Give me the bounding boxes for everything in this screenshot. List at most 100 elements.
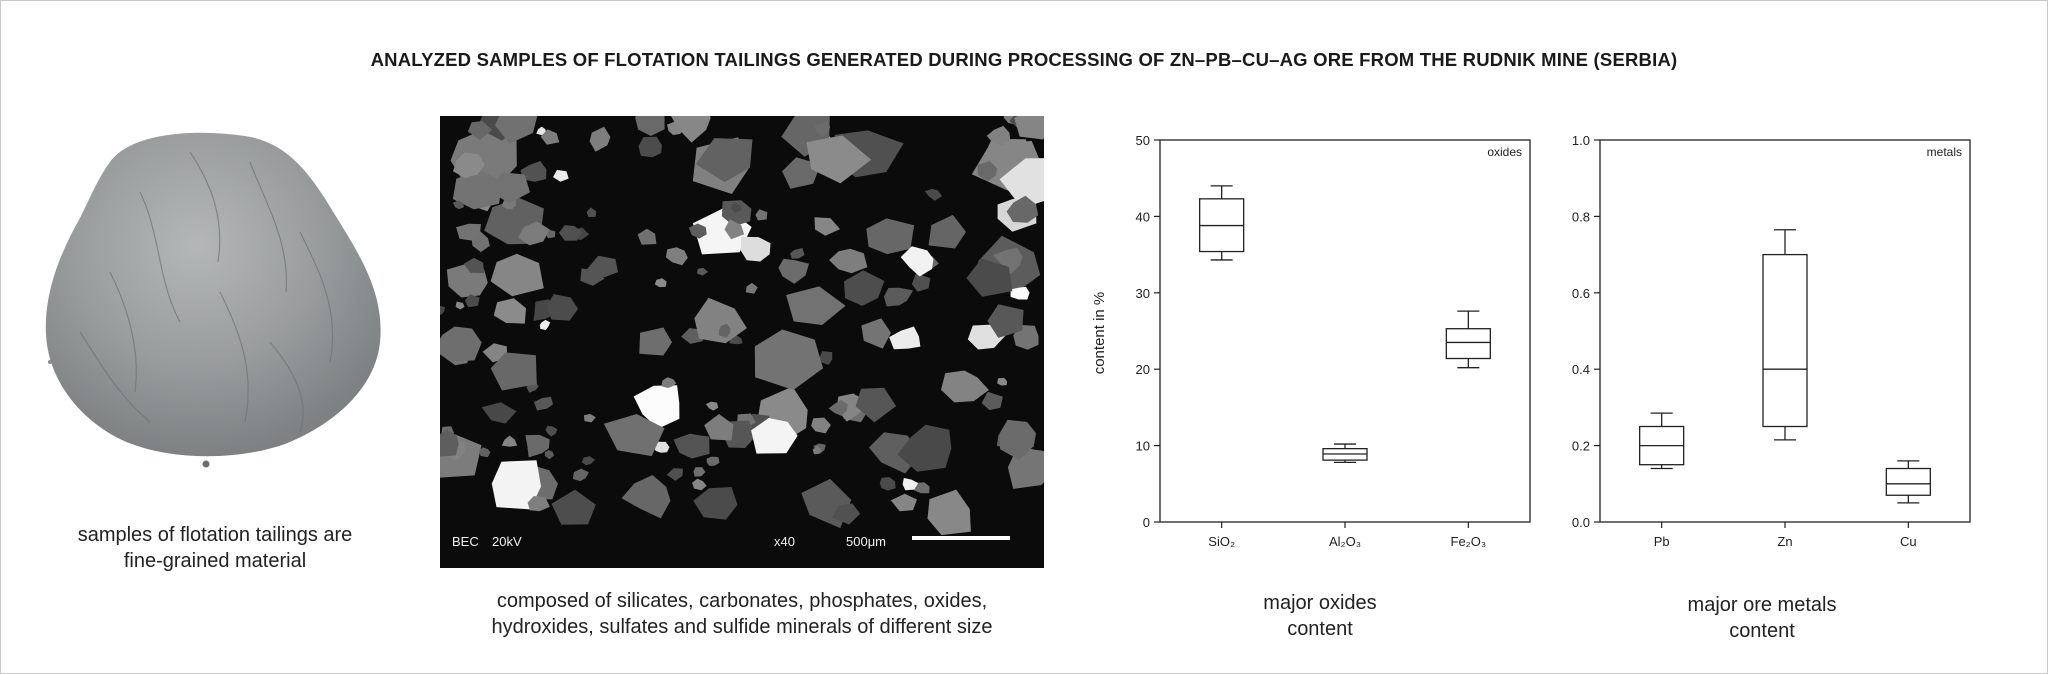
mineral-grain: [924, 188, 943, 201]
mineral-grain: [902, 478, 919, 491]
mineral-grain: [493, 298, 526, 324]
mineral-grain: [453, 152, 485, 179]
oxides-corner-label: oxides: [1487, 145, 1522, 159]
metals-ytick-label: 1.0: [1572, 133, 1590, 148]
mineral-grain: [520, 161, 547, 182]
mineral-grain: [670, 116, 711, 143]
metals-ytick-label: 0.8: [1572, 209, 1590, 224]
mineral-grain: [706, 456, 720, 466]
mineral-grain: [927, 489, 971, 536]
mineral-grain: [440, 305, 445, 315]
mineral-grain: [621, 475, 671, 519]
mineral-grain: [638, 136, 662, 158]
mineral-grain: [693, 487, 738, 520]
mineral-grain: [544, 450, 554, 460]
mineral-grain: [811, 417, 831, 434]
metals-ytick-label: 0.6: [1572, 286, 1590, 301]
mineral-grain: [814, 121, 831, 137]
oxides-caption: major oxides content: [1263, 592, 1377, 640]
mineral-grain: [666, 468, 683, 481]
mineral-grain: [829, 248, 868, 274]
mineral-grain: [635, 116, 665, 136]
mineral-grain: [719, 323, 731, 338]
oxides-category-label: SiO₂: [1208, 534, 1235, 549]
mineral-grain: [490, 253, 544, 297]
mineral-grain: [440, 326, 482, 362]
mineral-grain: [911, 273, 931, 292]
mineral-grain: [806, 135, 872, 184]
mineral-grain: [525, 434, 550, 458]
mineral-grain: [572, 468, 589, 482]
mineral-grain: [928, 214, 966, 249]
mineral-grain: [790, 248, 805, 259]
mineral-grain: [883, 287, 914, 307]
mineral-grain: [551, 489, 596, 525]
mineral-grain: [481, 402, 517, 424]
oxides-ytick-label: 30: [1136, 286, 1150, 301]
mineral-grain: [527, 496, 550, 512]
powder-sample-image: [45, 132, 381, 468]
sem-micrograph: BEC 20kV x40 500μm: [440, 116, 1044, 568]
mineral-grain: [486, 172, 530, 204]
metals-category-label: Cu: [1900, 534, 1917, 549]
sem-voltage-label: 20kV: [492, 534, 522, 549]
mineral-grain: [693, 467, 706, 477]
mineral-grain: [665, 247, 688, 266]
mineral-grain: [832, 503, 861, 525]
oxides-category-label: Al₂O₃: [1329, 534, 1361, 549]
powder-caption: samples of flotation tailings are fine-g…: [77, 524, 353, 572]
mineral-grain: [501, 435, 518, 447]
mineral-grain: [581, 456, 596, 466]
mineral-grain: [518, 221, 550, 246]
metals-ytick-label: 0.4: [1572, 362, 1590, 377]
mineral-grain: [688, 223, 707, 239]
mineral-grain: [754, 329, 824, 390]
oxides-ytick-label: 0: [1143, 515, 1150, 530]
mineral-grain: [819, 351, 833, 365]
mineral-grain: [545, 425, 558, 437]
mineral-grain: [897, 424, 952, 472]
mineral-grain: [456, 223, 481, 241]
mineral-grain: [495, 116, 538, 144]
mineral-grain: [1010, 286, 1030, 300]
mineral-grain: [654, 278, 667, 288]
sem-scale-label: 500μm: [846, 534, 886, 549]
metals-caption: major ore metals content: [1687, 594, 1837, 642]
mineral-grain: [661, 377, 677, 388]
mineral-grain: [452, 169, 503, 210]
mineral-grain: [603, 414, 665, 457]
mineral-grain: [695, 138, 753, 183]
mineral-grain: [580, 268, 605, 286]
mineral-grain: [479, 447, 491, 458]
mineral-grain: [778, 258, 809, 284]
mineral-grain: [889, 326, 921, 350]
sem-magnification-label: x40: [774, 534, 795, 549]
mineral-grain: [999, 158, 1044, 209]
mineral-grain: [467, 121, 493, 141]
mineral-grain: [913, 482, 930, 494]
mineral-grain: [452, 200, 464, 210]
mineral-grain: [941, 370, 989, 403]
mineral-grain: [455, 301, 465, 310]
metals-corner-label: metals: [1927, 145, 1962, 159]
mineral-grain: [705, 401, 719, 411]
mineral-grain: [673, 433, 710, 459]
mineral-grain: [540, 129, 560, 145]
mineral-grain: [981, 391, 1003, 411]
mineral-grain: [812, 445, 822, 455]
mineral-grain: [589, 126, 611, 152]
mineral-grain: [692, 478, 707, 491]
mineral-grain: [966, 258, 1013, 297]
figure-title: ANALYZED SAMPLES OF FLOTATION TAILINGS G…: [370, 49, 1678, 70]
mineral-grain: [633, 385, 680, 429]
sem-scale-bar: [912, 536, 1010, 540]
mineral-grain: [586, 207, 597, 217]
metals-category-label: Pb: [1654, 534, 1670, 549]
mineral-grain: [721, 200, 752, 227]
mineral-grain: [855, 387, 897, 423]
oxides-category-label: Fe₂O₃: [1451, 534, 1487, 549]
mineral-grain: [861, 318, 891, 349]
mineral-grain: [553, 169, 569, 182]
mineral-grain: [464, 294, 480, 308]
mineral-grain: [637, 228, 657, 245]
